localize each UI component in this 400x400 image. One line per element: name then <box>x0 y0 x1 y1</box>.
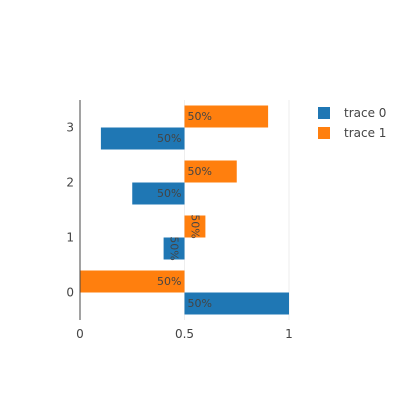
bar-trace-1-cat-3[interactable] <box>184 105 269 128</box>
bar-trace-0-cat-1[interactable] <box>163 237 185 260</box>
bar-label: 50% <box>157 275 181 288</box>
legend-label: trace 0 <box>344 106 386 120</box>
y-tick-label: 0 <box>66 286 74 300</box>
bar-label: 50% <box>188 110 212 123</box>
labels-layer: 50% 50% 50% 50% 50% 50% 50% 50% <box>157 110 212 310</box>
y-tick-label: 2 <box>66 176 74 190</box>
bar-label: 50% <box>157 132 181 145</box>
axes-layer: 0 1 2 3 0 0.5 1 <box>66 100 293 341</box>
x-tick-label: 1 <box>285 327 293 341</box>
bar-trace-1-cat-0[interactable] <box>80 270 185 293</box>
bar-trace-0-cat-3[interactable] <box>100 127 185 150</box>
x-tick-label: 0 <box>76 327 84 341</box>
legend-swatch <box>318 107 330 119</box>
bars-layer <box>80 105 290 315</box>
bar-label: 50% <box>157 187 181 200</box>
bar-trace-1-cat-2[interactable] <box>184 160 237 183</box>
bar-trace-1-cat-1[interactable] <box>184 215 206 238</box>
bar-trace-0-cat-0[interactable] <box>184 292 290 315</box>
legend[interactable]: trace 0 trace 1 <box>318 106 386 140</box>
bar-label: 50% <box>188 297 212 310</box>
bar-label: 50% <box>188 214 201 238</box>
legend-swatch <box>318 127 330 139</box>
legend-label: trace 1 <box>344 126 386 140</box>
bar-label: 50% <box>188 165 212 178</box>
bar-trace-0-cat-2[interactable] <box>132 182 185 205</box>
legend-item-trace-0[interactable]: trace 0 <box>318 106 386 120</box>
x-tick-label: 0.5 <box>175 327 194 341</box>
legend-item-trace-1[interactable]: trace 1 <box>318 126 386 140</box>
y-tick-label: 3 <box>66 121 74 135</box>
bar-label: 50% <box>168 236 181 260</box>
y-tick-label: 1 <box>66 231 74 245</box>
